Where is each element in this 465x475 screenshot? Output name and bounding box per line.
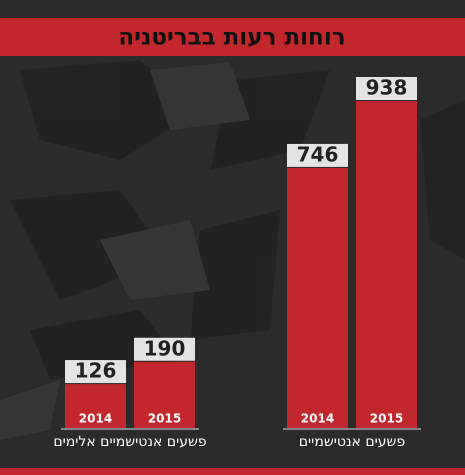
value-label: 190 — [144, 336, 186, 360]
bar — [356, 101, 417, 428]
x-tick-label: פשעים אנטישמיים — [299, 434, 405, 450]
x-tick-label: פשעים אנטישמיים אלימים — [53, 434, 206, 450]
bar — [134, 361, 195, 428]
series-label: 2014 — [301, 412, 334, 426]
value-label-box — [65, 360, 126, 384]
value-label: 938 — [366, 76, 408, 100]
bar — [287, 167, 348, 428]
value-label: 746 — [297, 142, 339, 166]
series-label: 2015 — [148, 412, 181, 426]
value-label-box — [356, 77, 417, 100]
value-label: 126 — [75, 359, 117, 383]
series-label: 2015 — [370, 412, 403, 426]
series-label: 2014 — [79, 412, 112, 426]
value-label-box — [287, 143, 348, 167]
bar — [65, 384, 126, 428]
chart-title: רוחות רעות בבריטניה — [118, 25, 345, 51]
bottom-bar — [0, 468, 465, 475]
title-bar — [0, 18, 465, 56]
texture-light — [0, 62, 250, 440]
value-label-box — [134, 337, 195, 361]
